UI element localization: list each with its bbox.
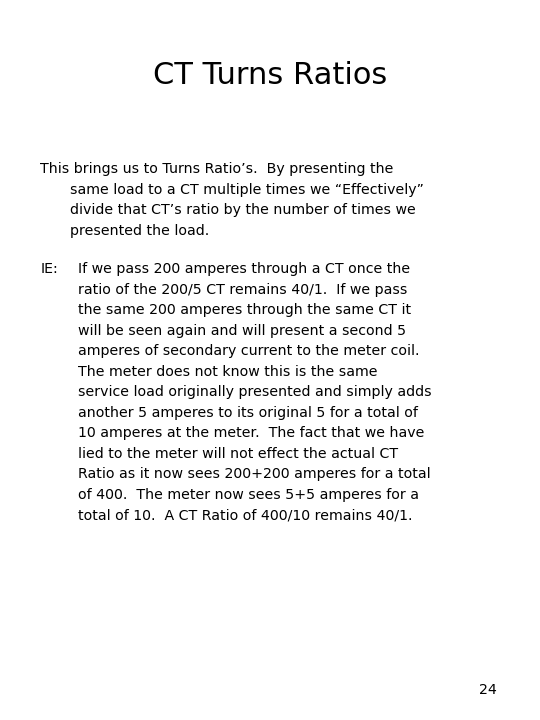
Text: This brings us to Turns Ratio’s.  By presenting the: This brings us to Turns Ratio’s. By pres… xyxy=(40,162,394,176)
Text: CT Turns Ratios: CT Turns Ratios xyxy=(153,61,387,90)
Text: 24: 24 xyxy=(479,683,497,697)
Text: divide that CT’s ratio by the number of times we: divide that CT’s ratio by the number of … xyxy=(70,203,416,217)
Text: The meter does not know this is the same: The meter does not know this is the same xyxy=(78,364,378,379)
Text: ratio of the 200/5 CT remains 40/1.  If we pass: ratio of the 200/5 CT remains 40/1. If w… xyxy=(78,282,408,297)
Text: IE:: IE: xyxy=(40,262,58,276)
Text: same load to a CT multiple times we “Effectively”: same load to a CT multiple times we “Eff… xyxy=(70,182,424,197)
Text: presented the load.: presented the load. xyxy=(70,223,210,238)
Text: total of 10.  A CT Ratio of 400/10 remains 40/1.: total of 10. A CT Ratio of 400/10 remain… xyxy=(78,508,413,522)
Text: of 400.  The meter now sees 5+5 amperes for a: of 400. The meter now sees 5+5 amperes f… xyxy=(78,488,419,502)
Text: amperes of secondary current to the meter coil.: amperes of secondary current to the mete… xyxy=(78,344,420,358)
Text: 10 amperes at the meter.  The fact that we have: 10 amperes at the meter. The fact that w… xyxy=(78,426,424,440)
Text: Ratio as it now sees 200+200 amperes for a total: Ratio as it now sees 200+200 amperes for… xyxy=(78,467,431,481)
Text: lied to the meter will not effect the actual CT: lied to the meter will not effect the ac… xyxy=(78,446,399,461)
Text: another 5 amperes to its original 5 for a total of: another 5 amperes to its original 5 for … xyxy=(78,405,418,420)
Text: If we pass 200 amperes through a CT once the: If we pass 200 amperes through a CT once… xyxy=(78,262,410,276)
Text: service load originally presented and simply adds: service load originally presented and si… xyxy=(78,385,432,399)
Text: the same 200 amperes through the same CT it: the same 200 amperes through the same CT… xyxy=(78,303,411,317)
Text: will be seen again and will present a second 5: will be seen again and will present a se… xyxy=(78,323,407,338)
